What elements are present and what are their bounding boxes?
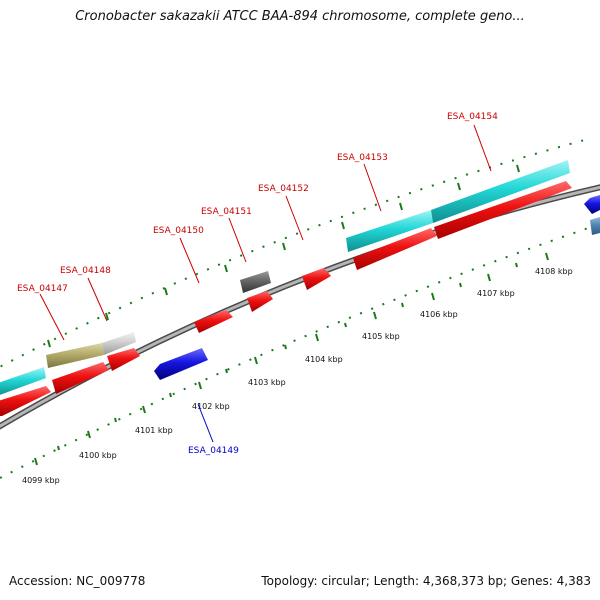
- label-leaders: [39, 124, 492, 341]
- gene-red-left[interactable]: [0, 386, 51, 416]
- ruler-major-ticks: [34, 252, 549, 466]
- forward-major-ticks: [47, 164, 520, 348]
- gene-label-esa04147[interactable]: ESA_04147: [17, 284, 68, 294]
- gene-blue-esa04149[interactable]: [154, 348, 208, 380]
- ruler-label-4106: 4106 kbp: [420, 310, 458, 319]
- gene-cyan-esa04153[interactable]: [346, 210, 433, 252]
- gene-cyan-esa04154[interactable]: [431, 160, 570, 223]
- gene-red-esa04151[interactable]: [247, 291, 273, 312]
- gene-red-esa04148[interactable]: [107, 348, 140, 371]
- gene-row-forward: [0, 181, 572, 416]
- gene-red-esa04153[interactable]: [353, 228, 437, 270]
- gene-label-esa04148[interactable]: ESA_04148: [60, 266, 111, 276]
- gene-label-esa04149[interactable]: ESA_04149: [188, 446, 239, 456]
- gene-red-esa04154[interactable]: [434, 181, 572, 239]
- gene-label-esa04150[interactable]: ESA_04150: [153, 226, 204, 236]
- gene-red-esa04147[interactable]: [52, 362, 109, 394]
- gene-label-esa04152[interactable]: ESA_04152: [258, 184, 309, 194]
- ruler-label-4100: 4100 kbp: [79, 451, 117, 460]
- ruler-label-4107: 4107 kbp: [477, 289, 515, 298]
- map-title: Cronobacter sakazakii ATCC BAA-894 chrom…: [75, 9, 525, 24]
- ruler-label-4101: 4101 kbp: [135, 426, 173, 435]
- ruler-tick-ring: [0, 223, 600, 479]
- gene-red-esa04150[interactable]: [194, 310, 233, 333]
- ruler-label-4103: 4103 kbp: [248, 378, 286, 387]
- ruler-label-4105: 4105 kbp: [362, 332, 400, 341]
- forward-tick-ring: [0, 137, 593, 368]
- backbone-line-highlight: [0, 185, 600, 428]
- gene-red-esa04152[interactable]: [302, 268, 331, 290]
- gene-label-esa04154[interactable]: ESA_04154: [447, 112, 498, 122]
- gene-label-esa04153[interactable]: ESA_04153: [337, 153, 388, 163]
- genome-summary-text: Topology: circular; Length: 4,368,373 bp…: [261, 574, 591, 588]
- label-leader-esa04149: [197, 403, 214, 443]
- gene-row-reverse: [154, 195, 600, 380]
- gene-lightgray-esa04148[interactable]: [102, 332, 136, 355]
- ruler-label-4099: 4099 kbp: [22, 476, 60, 485]
- gene-steelblue-right[interactable]: [590, 217, 600, 235]
- ruler-label-4108: 4108 kbp: [535, 267, 573, 276]
- gene-blue-right[interactable]: [584, 195, 600, 214]
- gene-darkgray-esa04151[interactable]: [240, 271, 271, 293]
- gene-label-esa04151[interactable]: ESA_04151: [201, 207, 252, 217]
- gene-cyan-left[interactable]: [0, 367, 46, 396]
- ruler-label-4102: 4102 kbp: [192, 402, 230, 411]
- ruler-label-4104: 4104 kbp: [305, 355, 343, 364]
- accession-text: Accession: NC_009778: [9, 574, 146, 588]
- gene-olive-esa04147[interactable]: [46, 343, 104, 368]
- backbone-line: [0, 184, 600, 430]
- gene-row-outer: [0, 160, 570, 396]
